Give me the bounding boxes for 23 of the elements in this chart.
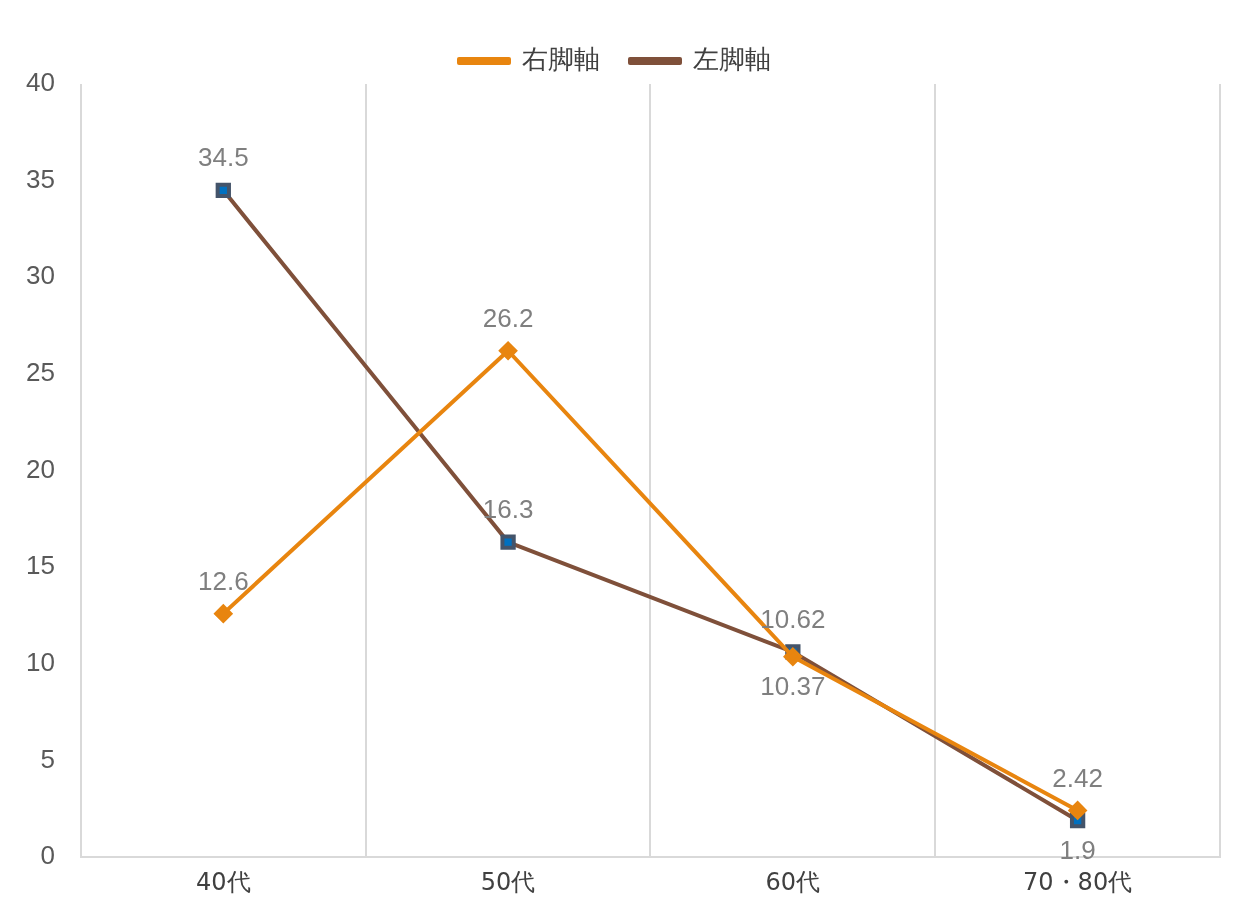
y-tick-label: 15 (26, 550, 55, 581)
data-label: 2.42 (1052, 762, 1103, 793)
data-label: 10.62 (760, 604, 826, 635)
data-label: 10.37 (760, 670, 826, 701)
data-label: 34.5 (198, 142, 249, 173)
y-tick-label: 5 (40, 743, 55, 774)
y-tick-label: 35 (26, 163, 55, 194)
legend-label: 左脚軸 (693, 43, 771, 74)
data-label: 16.3 (482, 494, 534, 525)
y-tick-label: 10 (26, 647, 55, 678)
x-tick-label: 60代 (765, 867, 821, 896)
data-label: 1.9 (1059, 834, 1096, 865)
x-tick-label: 70・80代 (1023, 867, 1133, 896)
y-tick-label: 25 (26, 357, 55, 388)
data-label: 26.2 (482, 302, 534, 333)
legend-label: 右脚軸 (522, 43, 600, 74)
x-tick-label: 50代 (480, 867, 536, 896)
y-tick-label: 0 (40, 840, 55, 871)
x-tick-label: 40代 (196, 867, 251, 896)
data-label: 12.6 (198, 565, 249, 596)
y-tick-label: 30 (26, 260, 55, 291)
y-tick-label: 40 (26, 67, 55, 98)
y-tick-label: 20 (26, 453, 55, 484)
